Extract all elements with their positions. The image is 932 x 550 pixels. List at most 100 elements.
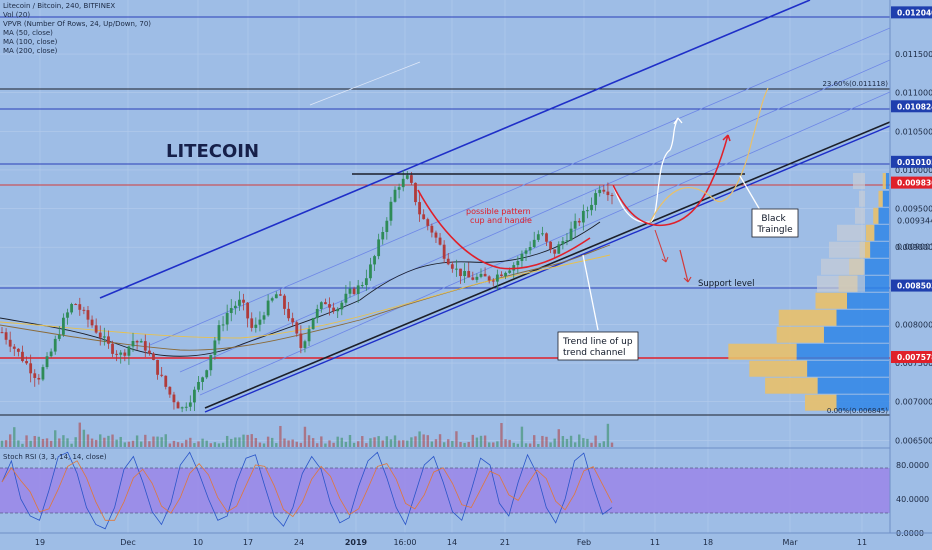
candle-body [94,325,98,333]
vpvr-up-bar [749,360,808,377]
candle-body [33,373,37,378]
candle-body [487,276,491,281]
time-tick: Feb [577,538,591,547]
candle-body [315,308,319,319]
time-tick: 18 [703,538,713,547]
candle-body [586,210,589,212]
trendline-label-line2: trend channel [563,348,625,358]
volume-bar [385,436,389,447]
price-label-box [891,176,932,189]
candle-body [426,219,430,226]
volume-bar [230,438,233,447]
price-label-box [891,155,932,168]
volume-bar [135,435,139,447]
vpvr-down-bar [885,173,889,190]
volume-bar [356,441,360,447]
candle-body [442,244,446,259]
candle-body [197,381,200,390]
stoch-k-line [1,451,613,530]
candle-body [324,302,327,305]
candle-body [311,318,315,330]
pattern-label-line1: possible pattern [466,207,531,216]
candle-body [139,341,143,343]
candle-body [569,228,573,241]
price-tick: 0.007000 [895,398,932,407]
candle-body [414,182,417,203]
volume-bar [41,438,45,447]
candle-body [344,293,348,303]
triangle-box [751,208,799,238]
time-axis: 19 Dec 10 17 24 2019 16:00 14 21 Feb 11 18 Mar 11 [0,532,932,547]
candle-body [594,193,598,205]
volume-bar [275,443,278,447]
trendline-label: Trend line of up trend channel [562,337,635,358]
annotation-labels: LITECOIN possible pattern cup and handle… [166,80,888,415]
candle-body [500,274,503,277]
volume-bar [402,440,405,447]
candle-body [238,299,241,306]
volume-bar [217,443,221,447]
volume-bar [62,435,65,447]
volume-bar [21,443,24,447]
vpvr-up-bar [776,326,824,343]
volume-bar [569,435,573,447]
price-tick: 0.006500 [895,436,932,445]
volume-bar [33,435,36,447]
volume-bar [397,440,401,447]
volume-bar [74,437,77,447]
candle-body [483,273,487,277]
candle-body [193,389,196,403]
volume-bar [299,442,303,447]
candle-body [373,256,376,265]
volume-bar [82,429,86,447]
volume-bar [479,435,483,447]
candle-body [422,214,426,220]
volume-bar [348,434,352,447]
candle-body [217,325,221,341]
volume-bar [451,440,454,447]
price-tick: 0.008000 [895,320,932,329]
time-tick: 2019 [345,538,368,547]
volume-bar [471,434,475,447]
candle-body [577,220,581,223]
volume-bar [516,443,520,447]
vpvr-down-bar [878,207,889,224]
candle-body [463,270,467,277]
candle-body [221,324,225,326]
candle-body [541,233,544,235]
candle-body [557,244,561,254]
candle-body [201,377,205,382]
volume-bar [418,431,421,447]
volume-bar [447,439,450,447]
candle-body [152,353,155,360]
candle-body [446,258,450,265]
candle-body [66,312,69,318]
candle-body [369,264,372,279]
price-label-box [891,100,932,113]
volume-bar [307,435,311,447]
candle-body [504,272,507,277]
candle-body [53,338,57,352]
volume-bar [131,440,135,447]
volume-bar [99,434,102,447]
candle-body [364,278,368,286]
candle-body [266,300,270,316]
candle-body [8,339,12,347]
volume-bar [29,440,32,447]
candle-body [319,302,323,309]
price-tick: 0.009500 [895,205,932,214]
price-label-box [891,279,932,292]
volume-bar [94,439,98,447]
candle-body [549,241,552,250]
time-tick: Mar [782,538,798,547]
candle-body [254,324,258,328]
price-tick: 0.009000 [895,243,932,252]
volume-bar [561,436,565,447]
volume-bar [533,435,536,447]
volume-bar [287,440,290,447]
candle-body [328,304,331,308]
candle-body [45,356,49,368]
vpvr-up-bar [778,309,837,326]
candle-body [336,309,340,312]
